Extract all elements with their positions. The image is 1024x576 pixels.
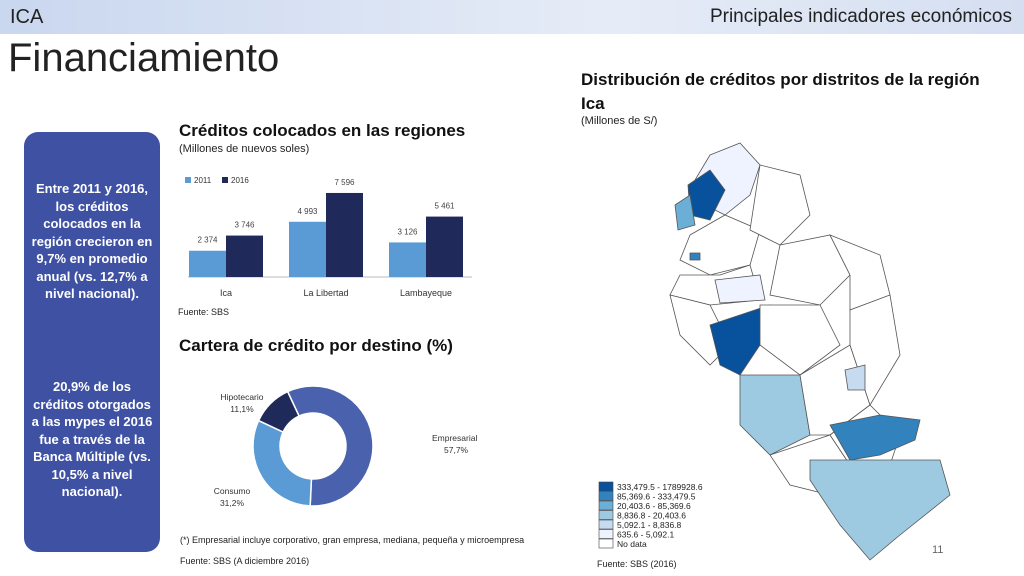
legend-label: 333,479.5 - 1789928.6 (617, 482, 703, 492)
sidebar-box (24, 132, 160, 552)
legend-swatch (598, 519, 614, 530)
bar (326, 192, 363, 277)
legend-label: 85,369.6 - 333,479.5 (617, 492, 696, 502)
chart-source: Fuente: SBS (178, 307, 230, 317)
legend-label: 2016 (231, 176, 249, 185)
x-tick-label: Lambayeque (400, 288, 452, 298)
bar (426, 216, 463, 277)
header-bar (0, 0, 1024, 34)
chart-source: Fuente: SBS (A diciembre 2016) (180, 556, 310, 566)
value-label: 3 126 (397, 227, 418, 236)
map-legend: 333,479.5 - 1789928.685,369.6 - 333,479.… (598, 481, 703, 549)
donut-chart: Empresarial 57,7% Consumo 31,2% Hipotecario 1… (214, 385, 477, 508)
map-title: Distribución de créditos por distritos d… (581, 70, 980, 113)
value-label: 3 746 (234, 221, 255, 230)
value-label: 7 596 (334, 178, 355, 187)
legend-swatch (598, 481, 614, 492)
x-tick-label: Ica (220, 288, 232, 298)
page-number: 11 (932, 544, 944, 556)
chart-note: (*) Empresarial incluye corporativo, gra… (180, 535, 525, 545)
map-source: Fuente: SBS (2016) (597, 559, 677, 569)
legend-swatch (598, 491, 614, 501)
segment-label: Consumo (214, 486, 251, 496)
bar (289, 221, 326, 277)
chart-subtitle: (Millones de nuevos soles) (179, 143, 310, 155)
legend-label: No data (617, 539, 647, 549)
page-title: Financiamiento (8, 36, 280, 80)
chart-title: Cartera de crédito por destino (%) (179, 336, 453, 355)
legend-swatch (598, 500, 614, 511)
legend-swatch (185, 177, 191, 183)
segment-value: 57,7% (444, 445, 469, 455)
region-label: ICA (10, 6, 44, 28)
x-tick-label: La Libertad (303, 288, 348, 298)
sidebar-text: Entre 2011 y 2016, los créditos colocado… (31, 181, 153, 301)
segment-label: Empresarial (432, 433, 477, 443)
map (669, 142, 951, 561)
legend-label: 8,836.8 - 20,403.6 (617, 511, 686, 521)
segment-value: 11,1% (230, 404, 254, 414)
chart-title: Créditos colocados en las regiones (179, 121, 466, 140)
bar (226, 235, 263, 277)
donut-segment (252, 419, 313, 507)
legend-label: 635.6 - 5,092.1 (617, 530, 674, 540)
segment-label: Hipotecario (221, 392, 264, 402)
donut-segment (257, 390, 301, 434)
legend-swatch (598, 538, 614, 549)
legend-swatch (598, 529, 614, 539)
bar-chart: 2011 2 374 4 993 3 126 2016 3 746 7 596 5 461 Ic… (185, 176, 472, 298)
segment-value: 31,2% (220, 498, 245, 508)
value-label: 2 374 (197, 236, 218, 245)
legend-label: 20,403.6 - 85,369.6 (617, 501, 691, 511)
donut-segment (286, 385, 374, 507)
bar (389, 242, 426, 277)
legend-label: 2011 (194, 176, 212, 185)
value-label: 4 993 (297, 207, 318, 216)
legend-label: 5,092.1 - 8,836.8 (617, 520, 682, 530)
map-subtitle: (Millones de S/) (581, 115, 658, 127)
sidebar-text: 20,9% de los créditos otorgados a las my… (31, 379, 153, 499)
section-label: Principales indicadores económicos (709, 6, 1012, 27)
legend-swatch (222, 177, 228, 183)
legend-swatch (598, 510, 614, 520)
value-label: 5 461 (434, 202, 455, 211)
bar (189, 250, 226, 277)
